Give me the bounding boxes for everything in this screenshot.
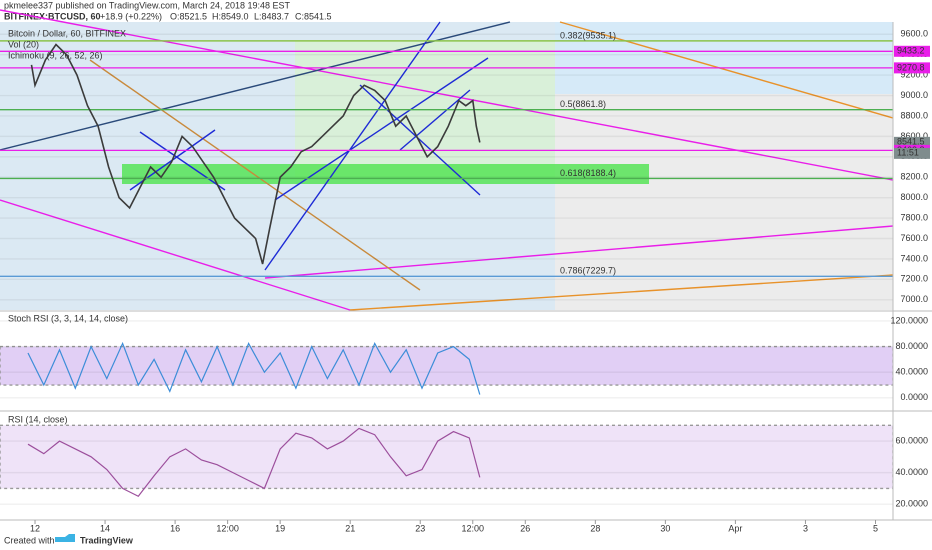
series-line bbox=[27, 427, 481, 498]
series-line bbox=[30, 43, 481, 265]
band bbox=[0, 345, 894, 386]
symbol: BITFINEX:BTCUSD, 60 bbox=[4, 11, 101, 21]
fib-label: 0.618(8188.4) bbox=[560, 168, 616, 178]
legend-item: Vol (20) bbox=[8, 39, 39, 49]
price-tag-label: 9433.2 bbox=[897, 46, 925, 56]
y-tick-label: 40.0000 bbox=[895, 467, 928, 477]
trend-line bbox=[0, 199, 351, 311]
price-tag bbox=[894, 45, 930, 57]
price-axis bbox=[893, 22, 932, 520]
y-tick-label: 9600.0 bbox=[900, 29, 928, 39]
fib-label: 0.382(9535.1) bbox=[560, 30, 616, 40]
x-tick-label: 3 bbox=[803, 523, 808, 533]
trend-line bbox=[559, 21, 894, 119]
projection-zone bbox=[555, 22, 893, 94]
trend-line bbox=[274, 57, 489, 201]
x-tick-label: 26 bbox=[520, 523, 530, 533]
trend-line bbox=[89, 59, 421, 291]
x-tick-label: 19 bbox=[275, 523, 285, 533]
pane-title: RSI (14, close) bbox=[8, 414, 68, 424]
open: O:8521.5 bbox=[170, 11, 207, 21]
band bbox=[0, 424, 894, 490]
trend-line bbox=[264, 21, 441, 271]
x-tick-label: 12 bbox=[30, 523, 40, 533]
y-tick-label: 7600.0 bbox=[900, 233, 928, 243]
logo bbox=[55, 534, 75, 542]
y-tick-label: 40.0000 bbox=[895, 367, 928, 377]
close: C:8541.5 bbox=[295, 11, 332, 21]
x-tick-label: 30 bbox=[660, 523, 670, 533]
y-tick-label: 8800.0 bbox=[900, 110, 928, 120]
x-tick-label: 23 bbox=[415, 523, 425, 533]
y-tick-label: 7000.0 bbox=[900, 294, 928, 304]
y-tick-label: 9200.0 bbox=[900, 69, 928, 79]
x-tick-label: 21 bbox=[345, 523, 355, 533]
pane-title: Stoch RSI (3, 3, 14, 14, close) bbox=[8, 313, 128, 323]
x-tick-label: 14 bbox=[100, 523, 110, 533]
footer-text: Created with bbox=[4, 535, 55, 545]
y-tick-label: 7200.0 bbox=[900, 274, 928, 284]
trend-line bbox=[359, 84, 481, 196]
y-tick-label: 8000.0 bbox=[900, 192, 928, 202]
price-tag-label: 9270.8 bbox=[897, 62, 925, 72]
x-tick-label: 12:00 bbox=[461, 523, 484, 533]
y-tick-label: 7800.0 bbox=[900, 212, 928, 222]
x-tick-label: 12:00 bbox=[216, 523, 239, 533]
x-tick-label: 28 bbox=[590, 523, 600, 533]
trend-line bbox=[0, 9, 894, 181]
x-tick-label: 16 bbox=[170, 523, 180, 533]
publisher: pkmelee337 published on TradingView.com,… bbox=[4, 0, 291, 10]
y-tick-label: 9000.0 bbox=[900, 90, 928, 100]
trend-line bbox=[349, 274, 894, 311]
fib-label: 0.786(7229.7) bbox=[560, 266, 616, 276]
y-tick-label: 120.0000 bbox=[890, 315, 928, 325]
y-tick-label: 7400.0 bbox=[900, 253, 928, 263]
y-tick-label: 20.0000 bbox=[895, 499, 928, 509]
x-tick-label: 5 bbox=[873, 523, 878, 533]
x-tick-label: Apr bbox=[728, 523, 742, 533]
y-tick-label: 8600.0 bbox=[900, 131, 928, 141]
trend-line bbox=[264, 225, 894, 279]
series-line bbox=[27, 341, 481, 395]
change: +18.9 (+0.22%) bbox=[100, 11, 162, 21]
y-tick-label: 60.0000 bbox=[895, 435, 928, 445]
countdown: 11:51 bbox=[897, 148, 919, 158]
legend-item: Ichimoku (9, 26, 52, 26) bbox=[8, 50, 103, 60]
y-tick-label: 80.0000 bbox=[895, 341, 928, 351]
price-tag bbox=[894, 136, 930, 148]
pane-title: Bitcoin / Dollar, 60, BITFINEX bbox=[8, 28, 126, 38]
trend-line bbox=[139, 131, 226, 191]
brand: TradingView bbox=[80, 535, 134, 545]
price-tag-label: 8541.5 bbox=[897, 137, 925, 147]
high: H:8549.0 bbox=[212, 11, 249, 21]
y-tick-label: 0.0000 bbox=[900, 392, 928, 402]
countdown-tag bbox=[894, 147, 930, 159]
y-tick-label: 8200.0 bbox=[900, 172, 928, 182]
price-tag bbox=[894, 62, 930, 74]
fib-label: 0.5(8861.8) bbox=[560, 99, 606, 109]
low: L:8483.7 bbox=[254, 11, 289, 21]
